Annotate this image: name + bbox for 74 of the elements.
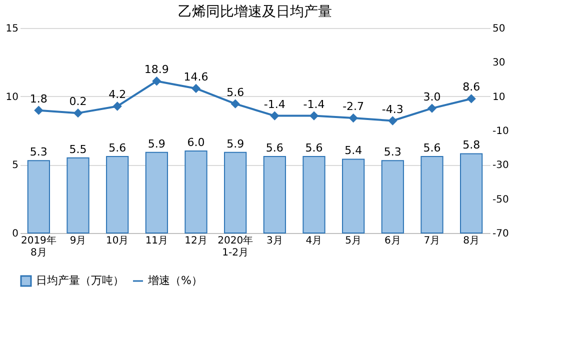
data-label: 5.6: [423, 141, 441, 154]
y-tick-label: 10: [6, 92, 18, 103]
x-tick-label: 4月: [306, 236, 322, 246]
y2-tick-label: -10: [492, 126, 509, 137]
x-tick-label: 5月: [345, 236, 362, 246]
point: [231, 100, 240, 108]
data-label: 5.9: [148, 137, 166, 150]
point: [428, 104, 436, 112]
x-tick-label: 2020年 1-2月: [218, 234, 254, 258]
x-tick-label: 6月: [384, 236, 401, 246]
y2-tick-label: -70: [492, 228, 509, 240]
data-label: -1.4: [264, 98, 286, 111]
data-label: -4.3: [382, 102, 404, 116]
x-tick-label: 10月: [106, 236, 129, 246]
bar: [184, 150, 208, 234]
point: [467, 94, 476, 103]
bar: [420, 156, 444, 234]
bar: [27, 160, 50, 234]
point: [113, 102, 122, 110]
point: [388, 116, 397, 125]
data-label: 3.0: [423, 90, 441, 104]
bar: [460, 153, 483, 234]
data-label: 6.0: [187, 136, 205, 149]
bar: [66, 157, 90, 234]
bar: [263, 156, 286, 234]
y-tick-label: 0: [12, 228, 18, 240]
point: [349, 114, 358, 122]
data-label: 5.6: [108, 141, 126, 154]
bar: [224, 152, 247, 234]
data-label: 5.8: [462, 138, 480, 152]
bar: [106, 156, 129, 234]
data-label: 5.6: [266, 141, 284, 154]
x-tick-label: 9月: [70, 236, 86, 246]
chart-title: 乙烯同比增速及日均产量: [178, 4, 332, 20]
bar: [302, 156, 326, 234]
x-tick-label: 8月: [463, 236, 480, 246]
data-label: 5.5: [69, 142, 87, 156]
data-label: 14.6: [184, 70, 208, 84]
point: [310, 112, 318, 120]
y2-tick-label: -30: [492, 160, 509, 172]
data-label: 5.6: [226, 86, 244, 99]
y2-tick-label: 50: [492, 24, 506, 34]
data-label: 5.9: [226, 137, 244, 150]
data-label: 18.9: [144, 63, 169, 76]
data-label: 5.3: [30, 146, 48, 159]
x-tick-label: 7月: [424, 236, 440, 246]
data-label: 1.8: [30, 92, 48, 106]
point: [74, 108, 82, 118]
point: [34, 106, 43, 115]
y2-tick-label: 10: [492, 92, 506, 103]
data-label: -2.7: [342, 100, 364, 114]
legend-label: 日均产量（万吨）: [36, 274, 124, 287]
y2-tick-label: 30: [492, 58, 506, 69]
data-label: 5.6: [305, 141, 323, 154]
bar: [381, 160, 404, 234]
x-tick-label: 3月: [266, 236, 283, 246]
legend-label: 增速（%）: [147, 274, 202, 287]
point: [152, 76, 161, 86]
x-tick-label: 12月: [184, 236, 208, 246]
data-label: -1.4: [303, 98, 325, 111]
data-label: 0.2: [69, 95, 87, 108]
data-label: 5.4: [344, 144, 362, 158]
data-label: 5.3: [384, 146, 402, 159]
y-tick-label: 15: [6, 24, 18, 34]
y-tick-label: 5: [12, 160, 18, 172]
data-label: 8.6: [462, 80, 480, 94]
x-tick-label: 11月: [145, 236, 168, 246]
x-tick-label: 2019年 8月: [20, 234, 56, 258]
point: [270, 112, 279, 120]
bar: [342, 158, 365, 234]
y2-tick-label: -50: [492, 194, 509, 206]
bar: [145, 152, 168, 234]
data-label: 4.2: [108, 88, 126, 102]
point: [192, 84, 200, 93]
